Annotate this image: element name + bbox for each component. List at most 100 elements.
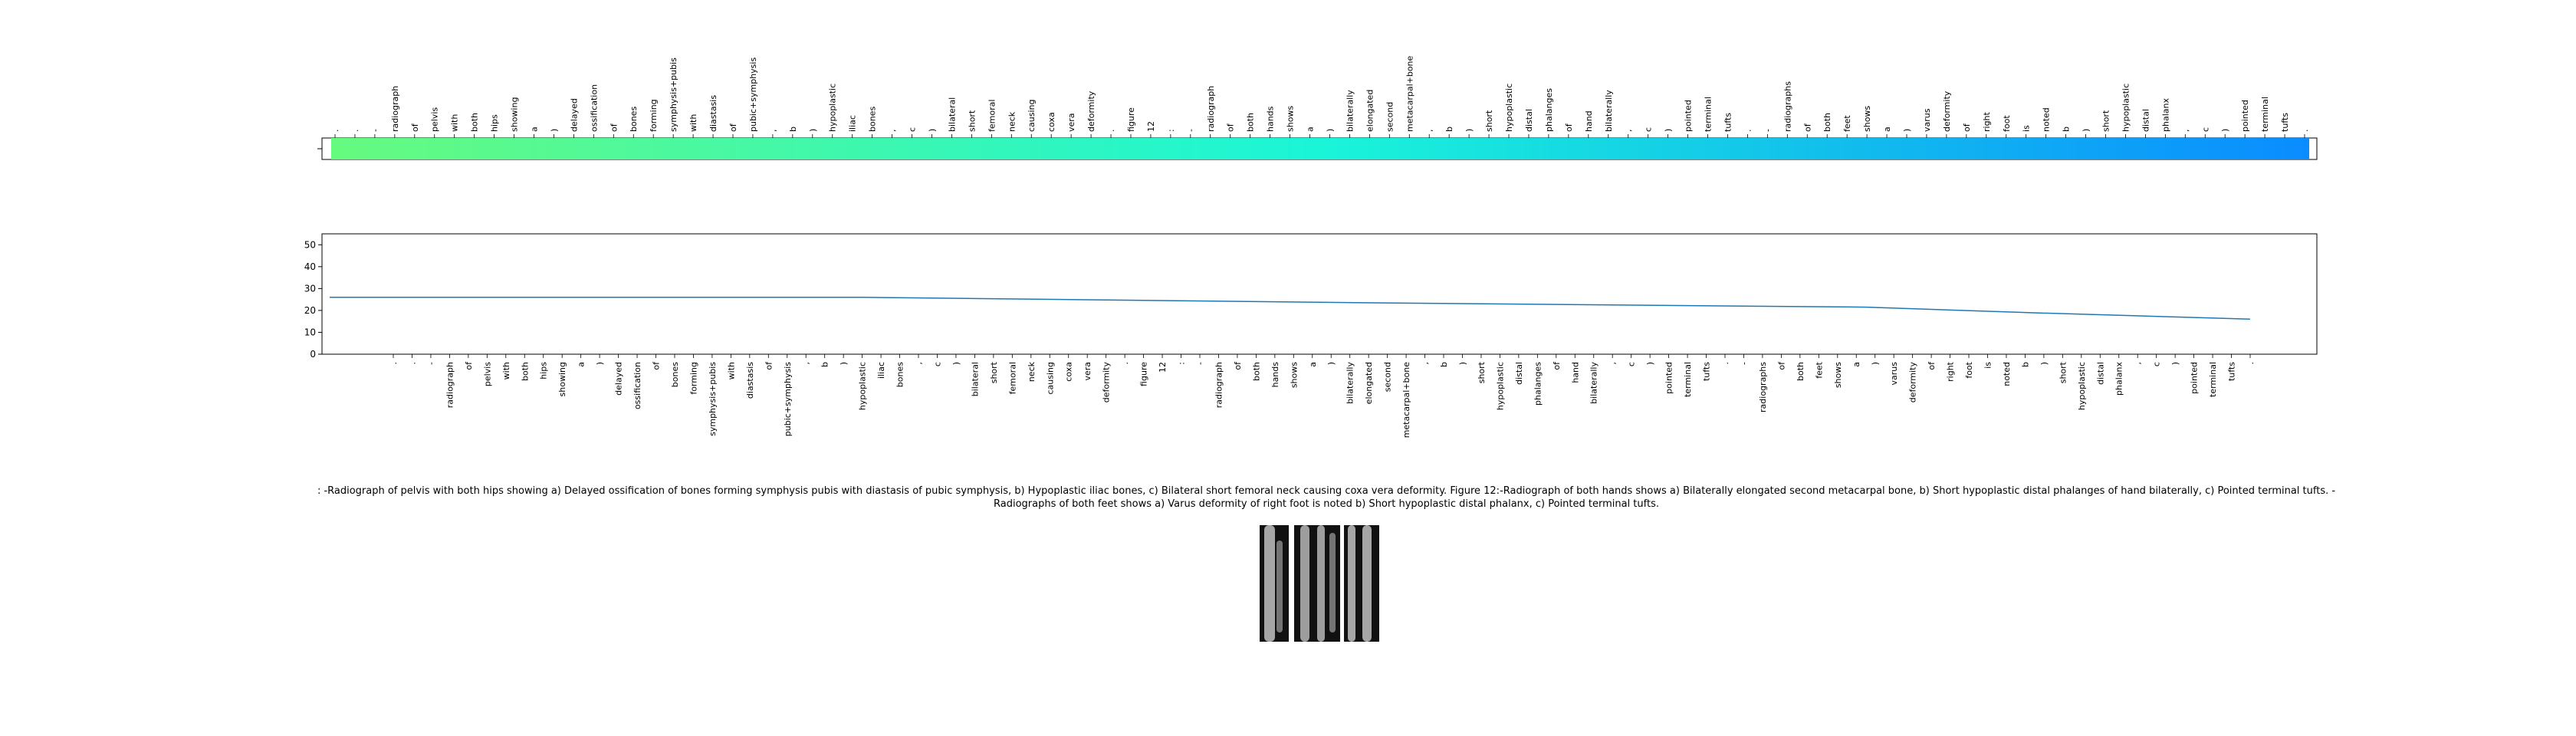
x-tick-label: short bbox=[989, 361, 999, 383]
heat-strip-token-label: 12 bbox=[1146, 121, 1156, 132]
x-tick-label: metacarpal+bone bbox=[1401, 362, 1411, 439]
x-tick-label: hand bbox=[1570, 362, 1580, 383]
heat-strip-token-label: c bbox=[1644, 127, 1654, 132]
heat-strip-token-label: , bbox=[2180, 130, 2190, 133]
heat-strip-token-labels: .. - radiograph of pelvis with both hips showing… bbox=[330, 55, 2310, 138]
heat-strip-token-label: a bbox=[1882, 127, 1892, 132]
heat-strip-token-label: bilaterally bbox=[1604, 90, 1614, 132]
x-tick-label: a bbox=[577, 362, 586, 367]
x-tick-label: c bbox=[932, 362, 942, 366]
x-tick-label: bilaterally bbox=[1589, 362, 1599, 404]
heat-strip-token-label: a bbox=[1306, 127, 1316, 132]
x-tick-label: a bbox=[1308, 362, 1318, 367]
x-tick-label: bones bbox=[895, 362, 905, 387]
heat-strip-token-label: tufts bbox=[1723, 113, 1733, 132]
x-tick-label: , bbox=[1608, 362, 1618, 365]
heat-strip-token-label: c bbox=[908, 127, 918, 132]
x-tick-label: c bbox=[1627, 362, 1637, 366]
heat-strip-token-label: distal bbox=[2141, 109, 2150, 132]
x-tick-label: ) bbox=[2039, 362, 2049, 365]
x-tick-label: foot bbox=[1964, 361, 1974, 378]
heat-strip-token-label: with bbox=[450, 114, 460, 132]
token-chart: .. - radiograph of pelvis with both hips showing… bbox=[304, 55, 2318, 439]
heat-strip-token-label: iliac bbox=[848, 115, 858, 132]
heat-strip-token-label: vera bbox=[1066, 113, 1076, 132]
heat-strip-token-label: of bbox=[1802, 123, 1812, 132]
x-tick-label: neck bbox=[1027, 361, 1037, 382]
x-tick-label: ) bbox=[839, 362, 849, 365]
heat-strip-token-label: radiograph bbox=[1206, 86, 1216, 132]
x-tick-label: noted bbox=[2002, 362, 2012, 386]
x-tick-label: causing bbox=[1045, 362, 1055, 395]
x-tick-label: coxa bbox=[1064, 362, 1074, 382]
x-tick-label: phalanx bbox=[2114, 362, 2124, 396]
x-tick-label: ossification bbox=[632, 362, 642, 409]
x-tick-label: of bbox=[1552, 361, 1562, 370]
x-tick-label: hypoplastic bbox=[2077, 362, 2087, 410]
x-tick-label: . bbox=[1120, 362, 1130, 365]
heat-strip-token-label: . bbox=[1106, 130, 1116, 133]
heat-strip-token-label: ) bbox=[1664, 129, 1674, 132]
x-tick-label: with bbox=[501, 362, 511, 380]
heat-strip-token-label: . bbox=[2300, 130, 2310, 133]
x-tick-label: is bbox=[1983, 362, 1993, 369]
x-tick-label: hands bbox=[1270, 362, 1280, 388]
x-tick-label: bones bbox=[670, 362, 680, 387]
x-tick-label: short bbox=[1477, 361, 1487, 383]
heat-strip-token-label: phalanx bbox=[2160, 98, 2170, 132]
figure-caption: : -Radiograph of pelvis with both hips s… bbox=[317, 485, 2336, 510]
x-tick-label: , bbox=[801, 362, 811, 365]
heat-strip-token-label: short bbox=[967, 110, 977, 132]
x-tick-label: distal bbox=[2095, 362, 2105, 385]
x-tick-label: , bbox=[914, 362, 924, 365]
heat-strip bbox=[331, 138, 2309, 159]
heat-strip-token-label: symphysis+pubis bbox=[669, 58, 678, 132]
x-tick-label: both bbox=[1796, 362, 1806, 381]
x-tick-label: femoral bbox=[1007, 362, 1017, 394]
x-tick-label: ) bbox=[595, 362, 605, 365]
x-tick-label: b bbox=[2020, 362, 2030, 367]
y-tick-label: 10 bbox=[304, 327, 316, 337]
heat-strip-token-label: ) bbox=[2220, 129, 2230, 132]
heat-strip-token-label: right bbox=[1982, 111, 1992, 132]
heat-strip-token-label: : bbox=[1166, 129, 1176, 132]
heat-strip-token-label: foot bbox=[2002, 115, 2012, 132]
y-tick-label: 30 bbox=[304, 283, 316, 294]
x-tick-label: of bbox=[1233, 361, 1243, 370]
x-tick-label: of bbox=[652, 361, 662, 370]
heat-strip-token-label: tufts bbox=[2280, 113, 2290, 132]
heat-strip-token-label: hypoplastic bbox=[1504, 84, 1514, 132]
heat-strip-token-label: radiographs bbox=[1783, 81, 1792, 132]
x-tick-label: - bbox=[1195, 362, 1205, 365]
heat-strip-token-label: phalanges bbox=[1544, 88, 1554, 132]
heat-strip-token-label: hypoplastic bbox=[2121, 84, 2131, 132]
heat-strip-token-label: shows bbox=[1286, 106, 1296, 132]
heat-strip-token-label: b bbox=[1444, 127, 1454, 132]
x-tick-label: ) bbox=[1326, 362, 1336, 365]
radiograph-thumbnail-1 bbox=[1260, 525, 1289, 642]
x-tick-label: , bbox=[2133, 362, 2143, 365]
heat-strip-token-label: , bbox=[768, 130, 778, 133]
x-tick-label: hypoplastic bbox=[1495, 362, 1505, 410]
heat-strip-token-label: c bbox=[2200, 127, 2210, 132]
heat-strip-token-label: ) bbox=[1464, 129, 1474, 132]
x-tick-label: radiograph bbox=[445, 362, 455, 408]
x-tick-label: diastasis bbox=[745, 362, 755, 399]
x-tick-label: b bbox=[820, 362, 830, 367]
line-plot-frame bbox=[321, 233, 2318, 355]
x-tick-label: feet bbox=[1814, 361, 1824, 378]
heat-strip-token-label: , bbox=[1424, 130, 1434, 133]
heat-strip-token-label: - bbox=[1186, 129, 1196, 132]
heat-strip-token-label: b bbox=[788, 127, 798, 132]
x-tick-label: second bbox=[1383, 362, 1393, 392]
line-series bbox=[330, 297, 2250, 320]
heat-strip-token-label: both bbox=[470, 113, 480, 132]
heat-strip-token-label: femoral bbox=[987, 100, 997, 132]
radiograph-thumbnail-3 bbox=[1344, 525, 1379, 642]
x-tick-label: showing bbox=[557, 362, 567, 396]
x-tick-label: vera bbox=[1083, 362, 1092, 381]
heat-strip-token-label: feet bbox=[1842, 115, 1852, 132]
x-tick-label: pointed bbox=[1664, 362, 1674, 394]
x-tick-label: tufts bbox=[1702, 362, 1712, 381]
x-tick-label: forming bbox=[688, 362, 698, 395]
